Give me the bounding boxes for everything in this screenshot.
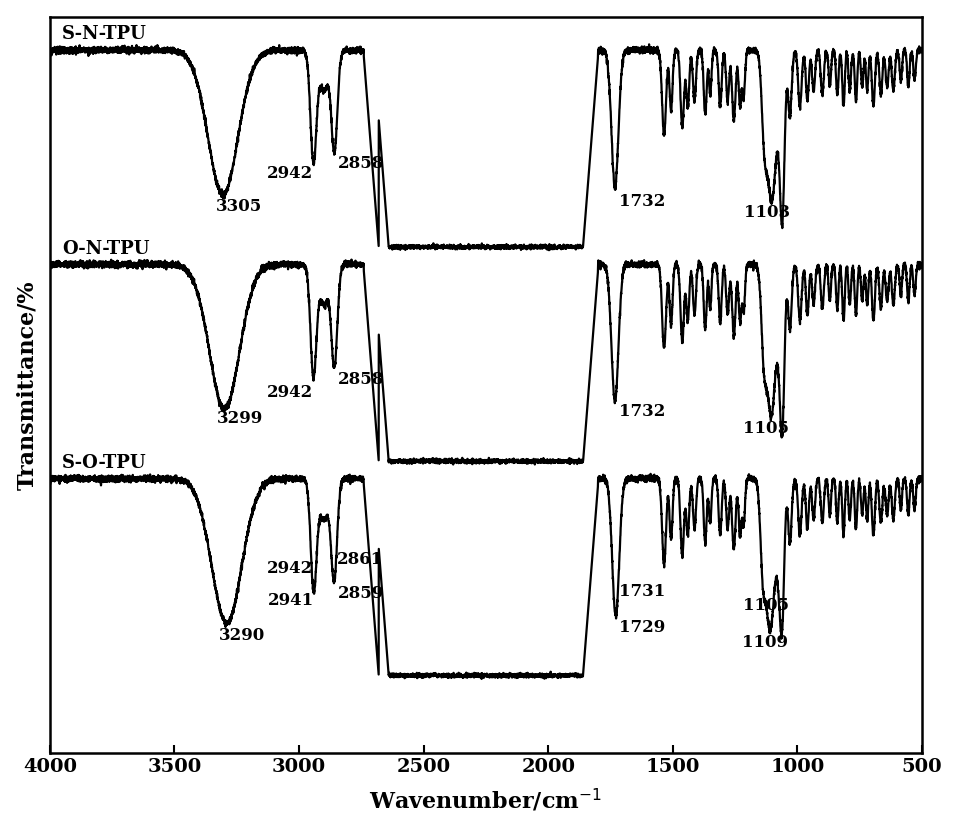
X-axis label: Wavenumber/cm$^{-1}$: Wavenumber/cm$^{-1}$ <box>369 787 602 814</box>
Text: 3299: 3299 <box>217 411 264 427</box>
Text: 1731: 1731 <box>619 583 666 600</box>
Text: 1105: 1105 <box>743 420 789 436</box>
Text: 3305: 3305 <box>216 198 262 215</box>
Y-axis label: Transmittance/%: Transmittance/% <box>16 280 38 489</box>
Text: 1729: 1729 <box>620 619 666 636</box>
Text: 1105: 1105 <box>743 597 789 614</box>
Text: S-O-TPU: S-O-TPU <box>62 454 147 472</box>
Text: S-N-TPU: S-N-TPU <box>62 26 147 43</box>
Text: 1732: 1732 <box>619 403 666 420</box>
Text: 2942: 2942 <box>268 560 314 577</box>
Text: 1732: 1732 <box>619 193 666 210</box>
Text: 2942: 2942 <box>268 165 314 182</box>
Text: 2859: 2859 <box>338 585 385 602</box>
Text: 3290: 3290 <box>220 627 266 644</box>
Text: 2858: 2858 <box>339 155 385 171</box>
Text: 2942: 2942 <box>268 384 314 401</box>
Text: O-N-TPU: O-N-TPU <box>62 239 150 258</box>
Text: 2941: 2941 <box>268 592 314 609</box>
Text: 1103: 1103 <box>743 204 790 221</box>
Text: 2858: 2858 <box>339 371 385 387</box>
Text: 1109: 1109 <box>742 633 788 651</box>
Text: 2861: 2861 <box>338 551 384 568</box>
